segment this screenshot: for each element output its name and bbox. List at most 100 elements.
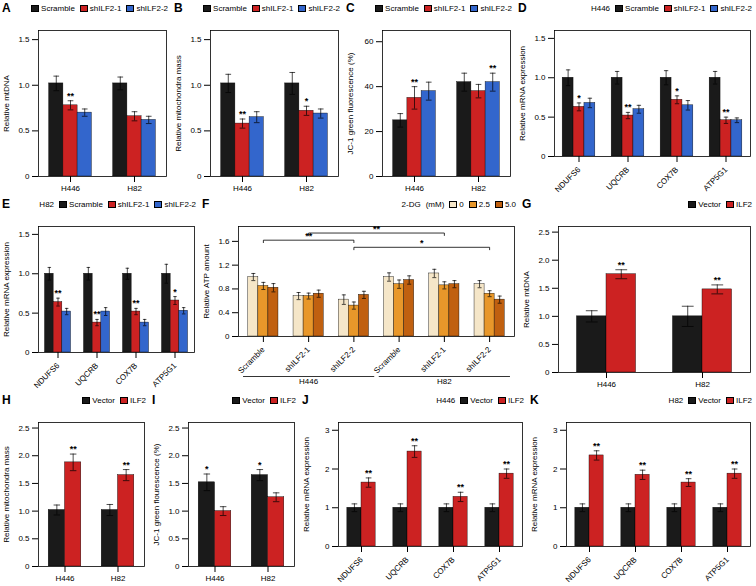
svg-text:0: 0: [369, 172, 374, 181]
svg-text:Scramble: Scramble: [372, 345, 403, 376]
svg-text:NDUFS6: NDUFS6: [564, 555, 593, 584]
svg-text:0: 0: [25, 562, 30, 571]
svg-text:0.4: 0.4: [218, 308, 230, 317]
svg-text:H82: H82: [695, 380, 710, 389]
svg-text:**: **: [70, 444, 78, 454]
svg-text:**: **: [54, 288, 62, 298]
svg-text:ATP5G1: ATP5G1: [475, 555, 503, 583]
svg-text:0.5: 0.5: [168, 534, 180, 543]
svg-text:shILF2-1: shILF2-1: [419, 345, 448, 374]
svg-text:0.5: 0.5: [538, 340, 550, 349]
svg-text:2: 2: [325, 465, 330, 474]
svg-text:**: **: [373, 224, 381, 234]
svg-text:COX7B: COX7B: [659, 555, 685, 581]
svg-text:NDUFS6: NDUFS6: [553, 165, 582, 194]
svg-text:NDUFS6: NDUFS6: [336, 555, 365, 584]
svg-text:1: 1: [325, 503, 330, 512]
svg-text:shILF2-2: shILF2-2: [328, 345, 357, 374]
svg-text:**: **: [123, 460, 131, 470]
svg-text:Scramble: Scramble: [236, 345, 267, 376]
svg-text:Relative ATP amount: Relative ATP amount: [202, 244, 211, 319]
svg-text:**: **: [624, 102, 632, 112]
svg-text:1.0: 1.0: [18, 507, 30, 516]
svg-text:COX7B: COX7B: [431, 555, 457, 581]
svg-text:**: **: [618, 260, 626, 270]
svg-text:**: **: [685, 469, 693, 479]
svg-text:1.0: 1.0: [18, 269, 30, 278]
svg-text:**: **: [489, 63, 497, 73]
svg-text:2.5: 2.5: [18, 424, 30, 433]
svg-text:1.6: 1.6: [218, 237, 230, 246]
svg-text:H446: H446: [61, 184, 81, 193]
svg-text:shILF2-2: shILF2-2: [464, 345, 493, 374]
svg-text:H82: H82: [127, 184, 142, 193]
svg-text:H446: H446: [55, 574, 75, 583]
svg-text:2.0: 2.0: [538, 256, 550, 265]
svg-text:**: **: [411, 77, 419, 87]
svg-text:0.5: 0.5: [18, 309, 30, 318]
svg-text:0.5: 0.5: [534, 113, 546, 122]
svg-text:shILF2-1: shILF2-1: [283, 345, 312, 374]
svg-text:**: **: [593, 441, 601, 451]
svg-text:1.0: 1.0: [18, 81, 30, 90]
svg-text:Relative mRNA expression: Relative mRNA expression: [530, 437, 539, 532]
svg-text:Relative mtDNA: Relative mtDNA: [522, 270, 531, 328]
svg-text:0: 0: [25, 348, 30, 357]
svg-text:20: 20: [365, 127, 374, 136]
svg-text:0: 0: [225, 332, 230, 341]
svg-text:Relative mtDNA: Relative mtDNA: [2, 74, 11, 132]
svg-text:*: *: [577, 93, 581, 103]
svg-text:2.5: 2.5: [538, 228, 550, 237]
svg-text:COX7B: COX7B: [655, 165, 681, 191]
svg-text:*: *: [675, 86, 679, 96]
svg-text:ATP5G1: ATP5G1: [151, 361, 179, 389]
svg-text:60: 60: [365, 37, 374, 46]
svg-text:UQCRB: UQCRB: [604, 165, 631, 192]
svg-text:2.5: 2.5: [168, 424, 180, 433]
svg-text:H82: H82: [261, 574, 276, 583]
svg-text:0: 0: [25, 172, 30, 181]
svg-text:H446: H446: [597, 380, 617, 389]
svg-text:1.0: 1.0: [190, 81, 202, 90]
svg-text:Relative mitochondra mass: Relative mitochondra mass: [2, 446, 11, 542]
svg-text:0: 0: [197, 172, 202, 181]
svg-text:1.5: 1.5: [534, 34, 546, 43]
svg-text:H446: H446: [405, 184, 425, 193]
svg-text:0.5: 0.5: [18, 534, 30, 543]
svg-text:1.5: 1.5: [18, 230, 30, 239]
svg-text:1.2: 1.2: [218, 261, 230, 270]
svg-text:**: **: [239, 109, 247, 119]
svg-text:H446: H446: [299, 377, 319, 386]
svg-text:3: 3: [325, 426, 330, 435]
svg-text:2.0: 2.0: [18, 451, 30, 460]
svg-text:H82: H82: [111, 574, 126, 583]
svg-text:Relative mRNA expression: Relative mRNA expression: [302, 437, 311, 532]
svg-text:1.0: 1.0: [168, 507, 180, 516]
svg-text:H446: H446: [233, 184, 253, 193]
svg-text:1.5: 1.5: [190, 35, 202, 44]
svg-text:Relative mitochondra mass: Relative mitochondra mass: [174, 55, 183, 151]
svg-text:0: 0: [175, 562, 180, 571]
svg-text:COX7B: COX7B: [114, 361, 140, 387]
svg-text:1.5: 1.5: [538, 284, 550, 293]
svg-text:*: *: [305, 96, 309, 106]
svg-text:**: **: [411, 436, 419, 446]
svg-text:**: **: [457, 482, 465, 492]
svg-text:1.5: 1.5: [18, 479, 30, 488]
svg-text:0: 0: [553, 542, 558, 551]
svg-text:**: **: [365, 468, 373, 478]
svg-text:*: *: [258, 460, 262, 470]
svg-text:2.0: 2.0: [168, 451, 180, 460]
svg-text:2: 2: [553, 465, 558, 474]
svg-text:1: 1: [553, 503, 558, 512]
svg-text:*: *: [420, 238, 424, 248]
svg-text:**: **: [93, 309, 101, 319]
svg-text:1.5: 1.5: [18, 35, 30, 44]
svg-text:**: **: [722, 107, 730, 117]
svg-text:**: **: [639, 460, 647, 470]
svg-text:1.5: 1.5: [168, 479, 180, 488]
svg-text:NDUFS6: NDUFS6: [32, 361, 61, 390]
svg-text:JC-1 green fluorescence (%): JC-1 green fluorescence (%): [346, 52, 355, 154]
svg-text:**: **: [714, 275, 722, 285]
svg-text:0: 0: [545, 368, 550, 377]
